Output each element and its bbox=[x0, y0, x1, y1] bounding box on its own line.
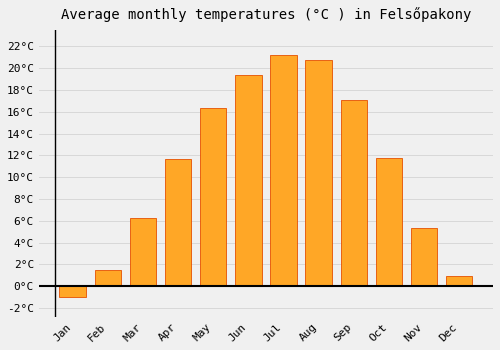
Bar bbox=[165, 159, 191, 286]
Bar bbox=[270, 55, 296, 286]
Bar bbox=[306, 61, 332, 286]
Bar bbox=[376, 158, 402, 286]
Bar bbox=[94, 270, 121, 286]
Title: Average monthly temperatures (°C ) in Felsőpakony: Average monthly temperatures (°C ) in Fe… bbox=[60, 7, 471, 22]
Bar bbox=[340, 100, 367, 286]
Bar bbox=[446, 276, 472, 286]
Bar bbox=[130, 218, 156, 286]
Bar bbox=[411, 229, 438, 286]
Bar bbox=[60, 286, 86, 297]
Bar bbox=[235, 75, 262, 286]
Bar bbox=[200, 108, 226, 286]
